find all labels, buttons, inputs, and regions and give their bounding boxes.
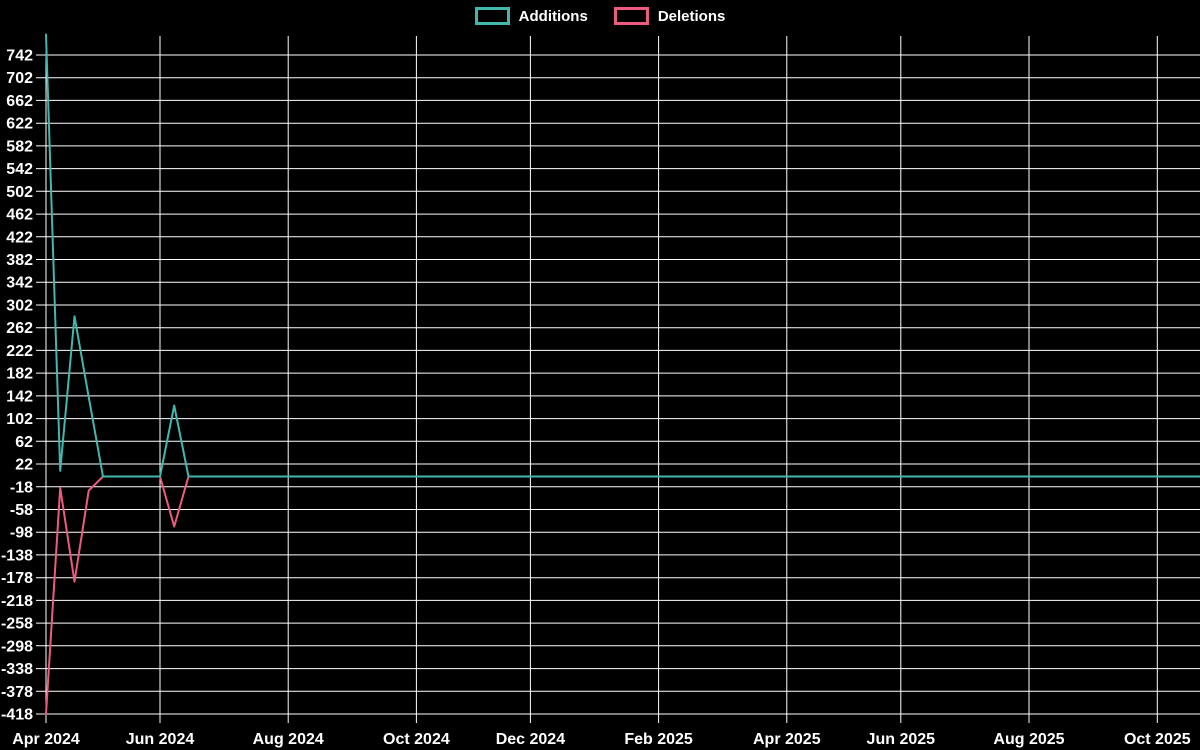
- y-tick-label: -218: [1, 593, 33, 610]
- y-tick-label: 22: [15, 457, 33, 474]
- y-tick-label: -418: [1, 707, 33, 724]
- v-gridlines: [45, 36, 1158, 723]
- x-tick-label: Oct 2024: [383, 731, 450, 748]
- y-tick-label: -258: [1, 616, 33, 633]
- y-tick-label: -18: [10, 479, 33, 496]
- y-tick-label: 342: [6, 275, 33, 292]
- y-tick-label: 302: [6, 298, 33, 315]
- y-tick-label: 622: [6, 116, 33, 133]
- x-tick-label: Dec 2024: [496, 731, 565, 748]
- legend-item-additions: Additions: [474, 7, 588, 25]
- y-tick-label: 142: [6, 388, 33, 405]
- y-tick-label: 422: [6, 229, 33, 246]
- y-axis-labels: 742 702 662 622 582 542 502 462 422 382 342 302 262 2…: [1, 48, 33, 724]
- deletions-swatch-icon: [613, 7, 649, 25]
- y-tick-label: 582: [6, 138, 33, 155]
- x-tick-label: Aug 2025: [993, 731, 1064, 748]
- additions-legend-label: Additions: [518, 7, 588, 25]
- x-tick-label: Apr 2025: [753, 731, 821, 748]
- deletions-legend-label: Deletions: [657, 7, 726, 25]
- x-axis-labels: Apr 2024 Jun 2024 Aug 2024 Oct 2024 Dec 2024…: [12, 731, 1191, 748]
- legend: Additions Deletions: [0, 7, 1200, 25]
- y-tick-label: 382: [6, 252, 33, 269]
- y-tick-label: 102: [6, 411, 33, 428]
- y-tick-label: 182: [6, 366, 33, 383]
- x-tick-label: Aug 2024: [253, 731, 324, 748]
- y-tick-label: -298: [1, 638, 33, 655]
- y-tick-label: 222: [6, 343, 33, 360]
- x-tick-label: Feb 2025: [624, 731, 693, 748]
- additions-line: [45, 33, 1200, 478]
- y-tick-label: -58: [10, 502, 33, 519]
- y-tick-label: 462: [6, 207, 33, 224]
- y-tick-label: 702: [6, 70, 33, 87]
- deletions-line: [45, 475, 1200, 715]
- y-tick-label: 262: [6, 320, 33, 337]
- y-tick-label: -138: [1, 547, 33, 564]
- y-tick-label: 742: [6, 48, 33, 65]
- x-tick-label: Oct 2025: [1124, 731, 1191, 748]
- y-tick-label: -378: [1, 684, 33, 701]
- y-tick-label: 502: [6, 184, 33, 201]
- h-gridlines: [36, 54, 1200, 715]
- y-tick-label: -98: [10, 525, 33, 542]
- y-tick-label: 662: [6, 93, 33, 110]
- x-tick-label: Apr 2024: [12, 731, 80, 748]
- y-tick-label: -178: [1, 570, 33, 587]
- y-tick-label: 62: [15, 434, 33, 451]
- x-tick-label: Jun 2024: [126, 731, 195, 748]
- y-tick-label: 542: [6, 161, 33, 178]
- y-tick-label: -338: [1, 661, 33, 678]
- legend-item-deletions: Deletions: [613, 7, 726, 25]
- x-tick-label: Jun 2025: [867, 731, 936, 748]
- additions-swatch-icon: [474, 7, 510, 25]
